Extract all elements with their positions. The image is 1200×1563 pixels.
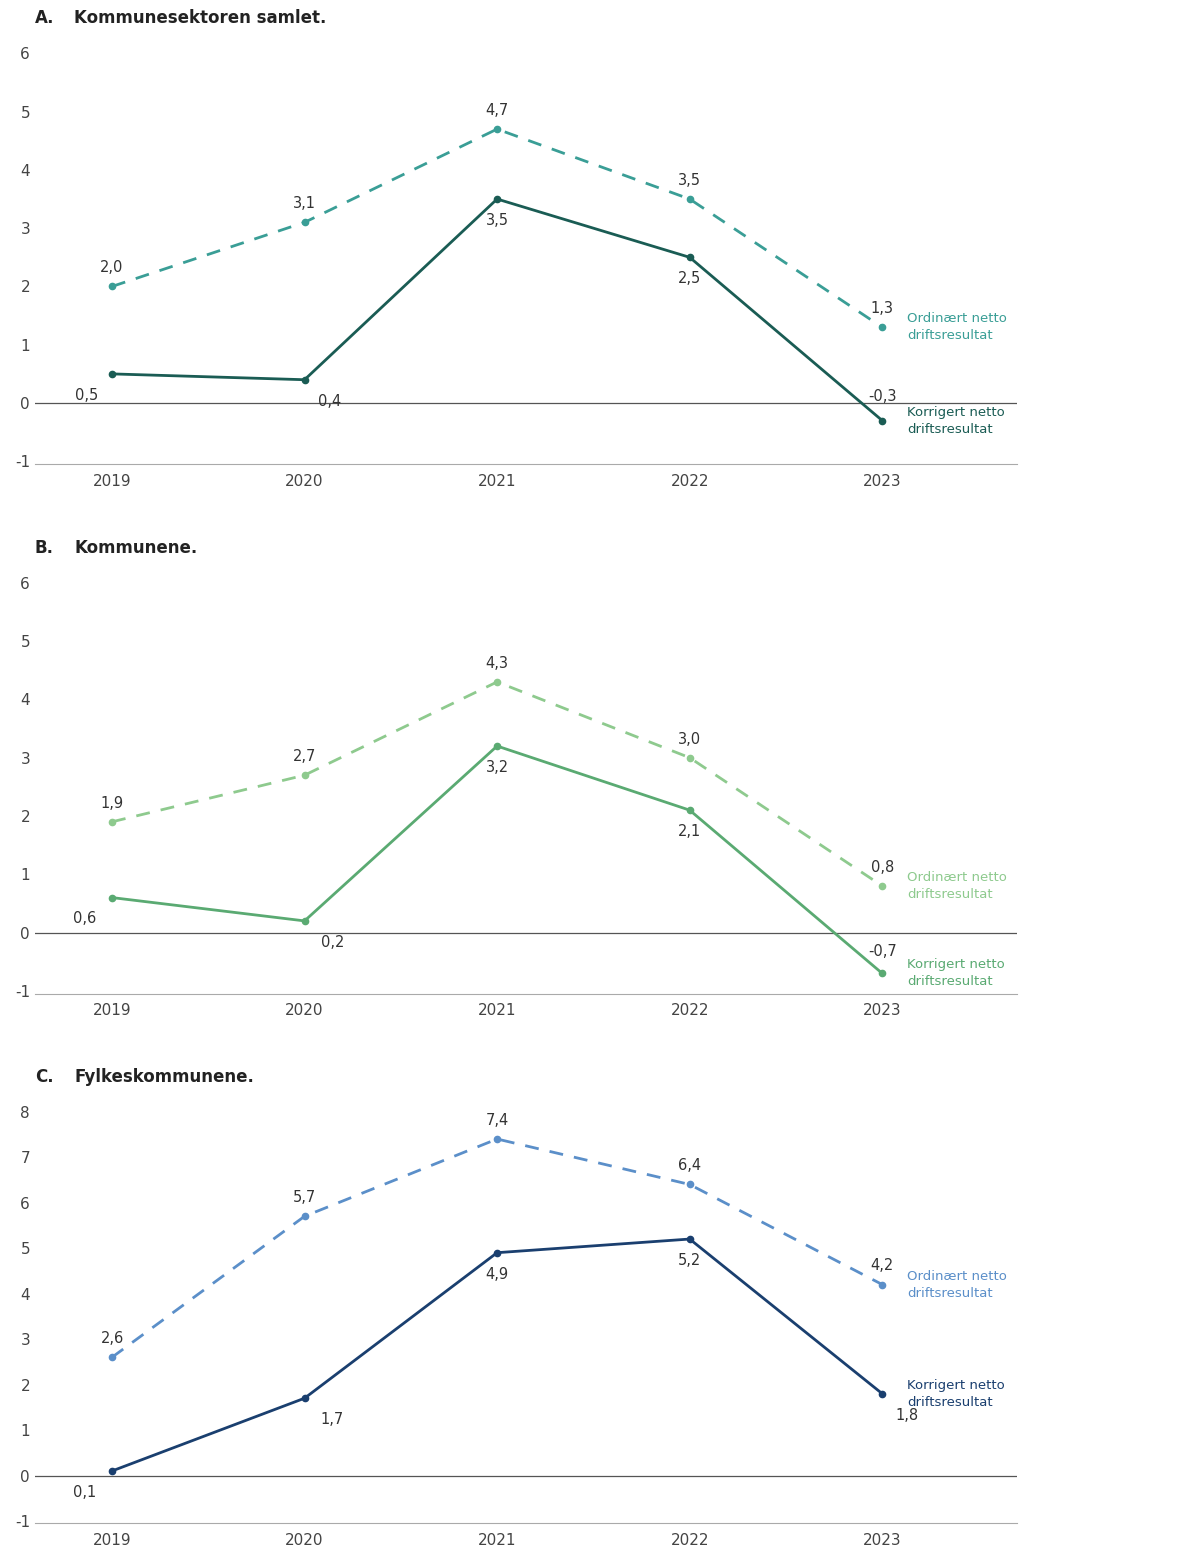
Text: 4,9: 4,9 bbox=[486, 1266, 509, 1282]
Text: 5,2: 5,2 bbox=[678, 1254, 701, 1268]
Text: 2,5: 2,5 bbox=[678, 272, 701, 286]
Text: Kommunesektoren samlet.: Kommunesektoren samlet. bbox=[74, 9, 326, 27]
Text: 2,6: 2,6 bbox=[101, 1332, 124, 1346]
Text: 1,7: 1,7 bbox=[320, 1411, 344, 1427]
Text: 1,9: 1,9 bbox=[101, 796, 124, 811]
Text: Ordinært netto
driftsresultat: Ordinært netto driftsresultat bbox=[907, 313, 1007, 342]
Text: Kommunene.: Kommunene. bbox=[74, 539, 198, 556]
Text: C.: C. bbox=[35, 1068, 54, 1086]
Text: 0,1: 0,1 bbox=[73, 1485, 96, 1500]
Text: B.: B. bbox=[35, 539, 54, 556]
Text: 4,2: 4,2 bbox=[870, 1258, 894, 1274]
Text: 5,7: 5,7 bbox=[293, 1189, 316, 1205]
Text: -0,3: -0,3 bbox=[868, 389, 896, 403]
Text: Ordinært netto
driftsresultat: Ordinært netto driftsresultat bbox=[907, 871, 1007, 900]
Text: Korrigert netto
driftsresultat: Korrigert netto driftsresultat bbox=[907, 1379, 1004, 1408]
Text: 3,5: 3,5 bbox=[678, 173, 701, 188]
Text: 3,5: 3,5 bbox=[486, 213, 509, 228]
Text: 2,1: 2,1 bbox=[678, 824, 701, 839]
Text: -0,7: -0,7 bbox=[868, 944, 896, 960]
Text: A.: A. bbox=[35, 9, 54, 27]
Text: 0,8: 0,8 bbox=[870, 860, 894, 875]
Text: 2,0: 2,0 bbox=[101, 261, 124, 275]
Text: Fylkeskommunene.: Fylkeskommunene. bbox=[74, 1068, 254, 1086]
Text: 3,1: 3,1 bbox=[293, 197, 316, 211]
Text: 2,7: 2,7 bbox=[293, 749, 317, 764]
Text: 3,2: 3,2 bbox=[486, 760, 509, 775]
Text: 6,4: 6,4 bbox=[678, 1158, 701, 1174]
Text: 0,2: 0,2 bbox=[320, 935, 344, 950]
Text: 1,8: 1,8 bbox=[895, 1408, 919, 1422]
Text: 0,4: 0,4 bbox=[318, 394, 341, 408]
Text: Ordinært netto
driftsresultat: Ordinært netto driftsresultat bbox=[907, 1269, 1007, 1299]
Text: 0,6: 0,6 bbox=[73, 911, 96, 927]
Text: 7,4: 7,4 bbox=[486, 1113, 509, 1128]
Text: 4,7: 4,7 bbox=[486, 103, 509, 117]
Text: 1,3: 1,3 bbox=[871, 302, 894, 316]
Text: Korrigert netto
driftsresultat: Korrigert netto driftsresultat bbox=[907, 405, 1004, 436]
Text: 3,0: 3,0 bbox=[678, 731, 701, 747]
Text: Korrigert netto
driftsresultat: Korrigert netto driftsresultat bbox=[907, 958, 1004, 988]
Text: 0,5: 0,5 bbox=[76, 388, 98, 403]
Text: 4,3: 4,3 bbox=[486, 656, 509, 671]
